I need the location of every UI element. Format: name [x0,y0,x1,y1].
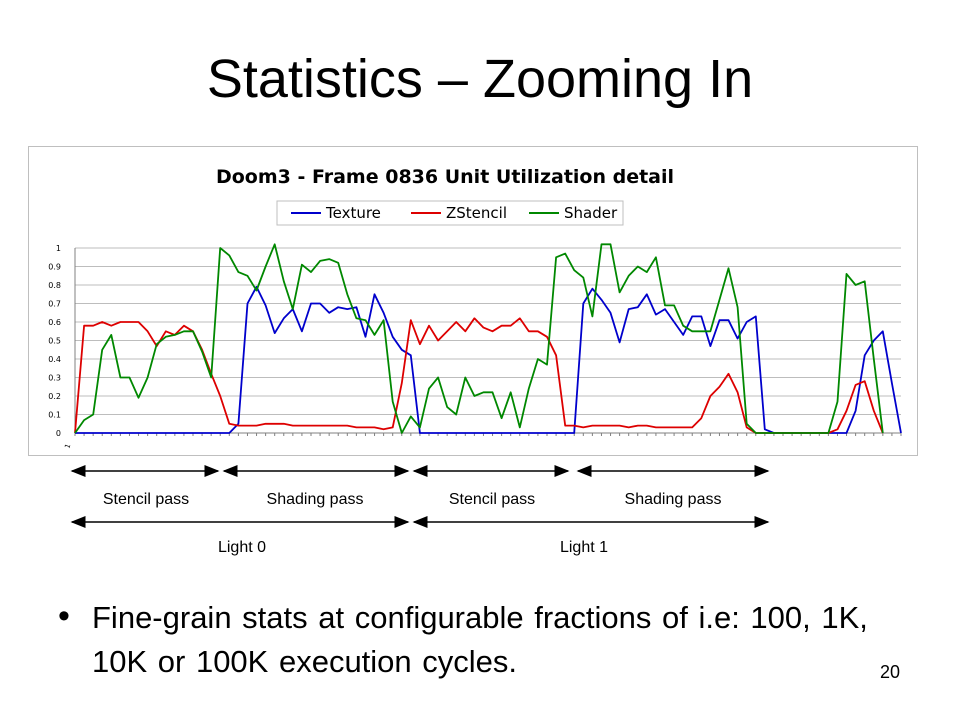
light-label-0: Light 0 [218,539,266,556]
light-label-1: Light 1 [560,539,608,556]
y-tick-label: 0.3 [48,374,61,383]
y-tick-label: 0.9 [48,263,61,272]
y-tick-label: 1 [56,244,61,253]
y-tick-label: 0.2 [48,392,61,401]
legend-label-shader: Shader [564,204,618,222]
chart-legend [276,200,624,226]
chart-frame: Doom3 - Frame 0836 Unit Utilization deta… [28,146,918,456]
series-line-zstencil [74,317,884,434]
y-tick-label: 0.8 [48,281,61,290]
slide-title: Statistics – Zooming In [206,49,754,109]
chart-title: Doom3 - Frame 0836 Unit Utilization deta… [216,166,674,188]
pass-label-stencil-0: Stencil pass [103,491,189,508]
x-tick-label: 1 [63,443,72,450]
page-number: 20 [880,662,901,682]
pass-label-stencil-1: Stencil pass [449,491,535,508]
y-tick-label: 0.1 [48,411,61,420]
y-tick-label: 0.6 [48,318,61,327]
y-tick-label: 0 [56,429,61,438]
pass-label-shading-0: Shading pass [267,491,364,508]
y-tick-label: 0.4 [48,355,61,364]
series-line-shader [74,243,884,434]
line-chart: Doom3 - Frame 0836 Unit Utilization deta… [48,166,902,450]
bullet-dot: • [58,597,70,635]
legend-label-zstencil: ZStencil [446,204,507,222]
bullet-text: Fine-grain stats at configurable fractio… [92,600,868,679]
y-tick-label: 0.5 [48,337,61,346]
series-line-texture [75,285,902,434]
y-tick-label: 0.7 [48,300,61,309]
legend-label-texture: Texture [325,204,381,222]
pass-label-shading-1: Shading pass [625,491,722,508]
